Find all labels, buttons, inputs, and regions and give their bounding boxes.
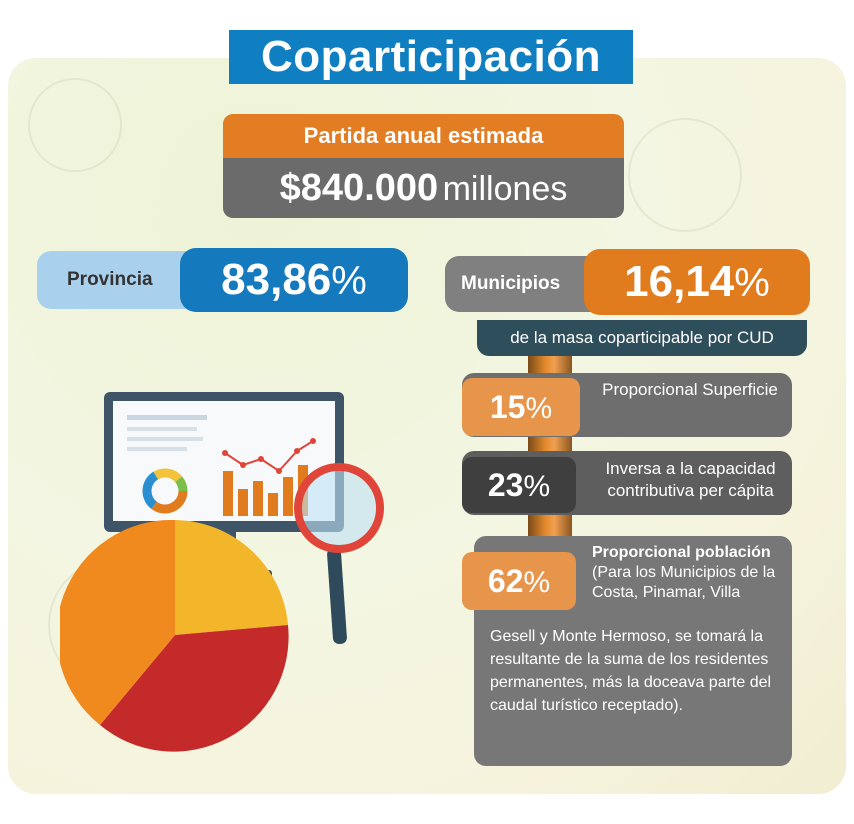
amount-value: $840.000 <box>279 167 439 209</box>
amount-box: $840.000 millones <box>223 158 624 218</box>
page-title: Coparticipación <box>229 30 633 84</box>
criterion-15-pct-sign: % <box>525 392 553 425</box>
municipios-label: Municipios <box>445 256 595 312</box>
criterion-62-percent: 62% <box>462 552 576 610</box>
criterion-62-pct-sign: % <box>523 566 551 599</box>
pie-chart-icon <box>60 520 289 752</box>
municipios-value: 16,14 <box>624 257 735 306</box>
criterion-62-value: 62 <box>487 563 524 599</box>
municipios-percent: 16,14% <box>584 249 810 315</box>
provincia-percent: 83,86% <box>180 248 408 312</box>
criterion-62-text-top: Proporcional población (Para los Municip… <box>592 543 787 603</box>
partida-label: Partida anual estimada <box>223 114 624 158</box>
masa-coparticipable-text: de la masa coparticipable por CUD <box>477 320 807 356</box>
criterion-62-note-a: (Para los Municipios de la Costa, Pinama… <box>592 564 776 601</box>
criterion-23-text: Inversa a la capacidad contributiva per … <box>605 459 776 500</box>
magnifier-icon <box>294 463 384 553</box>
municipios-pct-sign: % <box>734 261 770 305</box>
criterion-15-percent: 15% <box>462 378 580 436</box>
criterion-23-value: 23 <box>487 467 524 503</box>
criterion-15-text: Proporcional Superficie <box>602 380 778 399</box>
provincia-label: Provincia <box>37 251 187 309</box>
criterion-62-note-b: Gesell y Monte Hermoso, se tomará la res… <box>490 628 772 714</box>
amount-unit: millones <box>442 170 568 208</box>
criterion-23-percent: 23% <box>462 457 576 513</box>
donut-chart-icon <box>142 468 188 514</box>
provincia-value: 83,86 <box>221 255 332 304</box>
criterion-23-pct-sign: % <box>523 470 551 503</box>
criterion-15-value: 15 <box>489 389 526 425</box>
criterion-62-heading: Proporcional población <box>592 544 771 561</box>
provincia-pct-sign: % <box>331 259 367 303</box>
